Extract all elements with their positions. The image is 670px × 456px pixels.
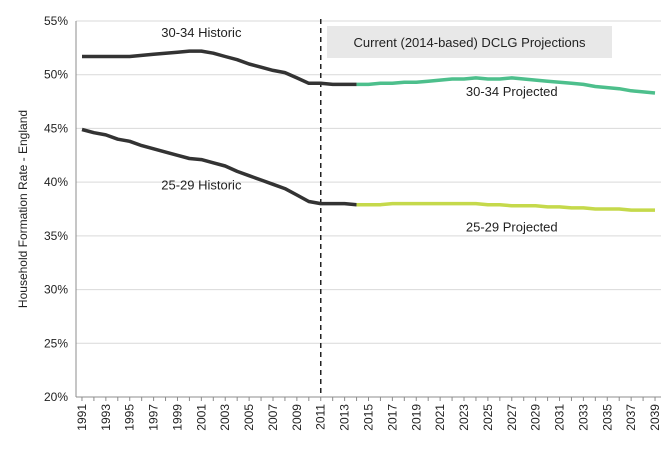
x-tick-label: 2019 [409,404,423,431]
projection-label-box [327,26,612,58]
y-axis-title: Household Formation Rate - England [16,110,30,308]
x-tick-label: 2031 [553,404,567,431]
x-tick-label: 2001 [194,404,208,431]
x-tick-label: 2013 [338,404,352,431]
y-tick-label: 45% [44,121,68,135]
y-tick-label: 25% [44,336,68,350]
x-tick-label: 1991 [75,404,89,431]
x-tick-label: 1999 [170,404,184,431]
y-tick-label: 40% [44,175,68,189]
axis-layer: 20% 25% 30% 35% 40% 45% 50% 55% 1991 1993 1995 1997… [16,14,662,431]
series-line-30-34-historic [82,49,357,87]
annotation-30-34-projected: 30-34 Projected [466,84,558,99]
series-layer [81,49,656,212]
x-tick-label: 2011 [314,404,328,430]
x-tick-label: 2015 [362,404,376,431]
x-tick-label: 2023 [457,404,471,431]
x-tick-label: 2009 [290,404,304,431]
x-tick-label: 1997 [147,404,161,431]
x-tick-label: 2033 [576,404,590,431]
series-line-25-29-historic [81,127,357,207]
divider-layer: Current (2014-based) DCLG Projections [319,19,612,397]
label-layer: 30-34 Historic 25-29 Historic 30-34 Projec… [161,25,557,234]
y-tick-label: 20% [44,390,68,404]
annotation-30-34-historic: 30-34 Historic [161,25,242,40]
series-line-30-34-projected [356,76,656,95]
x-tick-label: 2005 [242,404,256,431]
y-tick-label: 35% [44,229,68,243]
x-tick-label: 2035 [600,404,614,431]
annotation-25-29-historic: 25-29 Historic [161,177,242,192]
x-tick-label: 1995 [123,404,137,431]
annotation-25-29-projected: 25-29 Projected [466,219,558,234]
x-tick-label: 2037 [624,404,638,431]
x-tick-label: 1993 [99,404,113,431]
x-tick-label: 2039 [648,404,662,431]
y-tick-label: 50% [44,68,68,82]
x-tick-label: 2027 [505,404,519,431]
grid-layer [76,20,661,344]
x-tick-label: 2021 [433,404,447,431]
x-tick-label: 2025 [481,404,495,431]
x-tick-label: 2017 [385,404,399,431]
projection-label: Current (2014-based) DCLG Projections [354,35,586,50]
x-tick-label: 2029 [529,404,543,431]
y-tick-label: 55% [44,14,68,28]
series-line-25-29-projected [356,201,655,212]
x-tick-label: 2007 [266,404,280,431]
y-tick-label: 30% [44,283,68,297]
x-tick-label: 2003 [218,404,232,431]
